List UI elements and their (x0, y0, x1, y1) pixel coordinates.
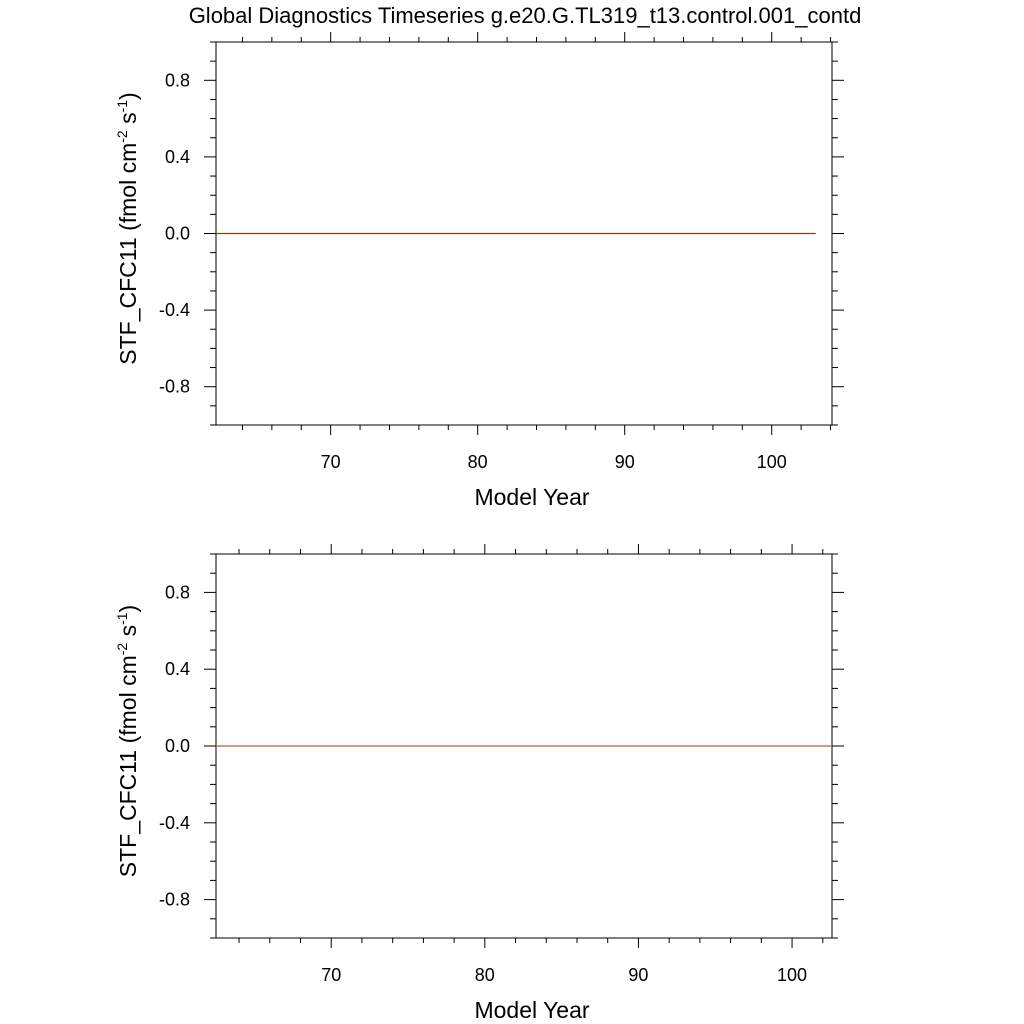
x-tick-label: 90 (615, 452, 635, 472)
x-tick-label: 80 (475, 965, 495, 985)
y-axis-label-end: ) (115, 92, 141, 100)
y-axis-label-base: STF_CFC11 (fmol cm (115, 655, 141, 877)
y-tick-label: 0.4 (165, 147, 190, 167)
panel-top: 70 80 90 100 0.8 0.4 0.0 -0.4 -0.8 Model Year STF_… (114, 32, 844, 510)
y-axis-label-sup: -2 (114, 130, 130, 143)
x-tick-label: 100 (757, 452, 787, 472)
panel-bottom: 70 80 90 100 0.8 0.4 0.0 -0.4 -0.8 Model Year STF_… (114, 544, 844, 1023)
page-title: Global Diagnostics Timeseries g.e20.G.TL… (189, 3, 862, 28)
y-axis-label-mid: s (115, 625, 141, 643)
y-tick-label: 0.0 (165, 224, 190, 244)
y-tick-label: 0.8 (165, 582, 190, 602)
x-tick-label: 70 (321, 965, 341, 985)
y-tick-label: -0.4 (159, 300, 190, 320)
x-axis-label: Model Year (474, 997, 589, 1023)
y-tick-label: 0.8 (165, 70, 190, 90)
x-axis-label: Model Year (474, 484, 589, 510)
y-axis-label-mid: s (115, 112, 141, 130)
x-tick-label: 100 (777, 965, 807, 985)
x-tick-label: 80 (468, 452, 488, 472)
y-axis-label-sup: -1 (114, 612, 130, 625)
y-axis-label: STF_CFC11 (fmol cm-2 s-1) (114, 92, 141, 364)
y-axis-label-sup: -2 (114, 643, 130, 656)
x-tick-label: 90 (628, 965, 648, 985)
y-tick-label: -0.4 (159, 813, 190, 833)
y-tick-label: 0.4 (165, 659, 190, 679)
y-axis-label-sup: -1 (114, 100, 130, 113)
y-axis-label-base: STF_CFC11 (fmol cm (115, 143, 141, 365)
y-tick-label: -0.8 (159, 377, 190, 397)
y-axis-label: STF_CFC11 (fmol cm-2 s-1) (114, 605, 141, 877)
y-axis-label-end: ) (115, 605, 141, 613)
y-tick-label: 0.0 (165, 736, 190, 756)
y-tick-label: -0.8 (159, 890, 190, 910)
x-tick-label: 70 (321, 452, 341, 472)
